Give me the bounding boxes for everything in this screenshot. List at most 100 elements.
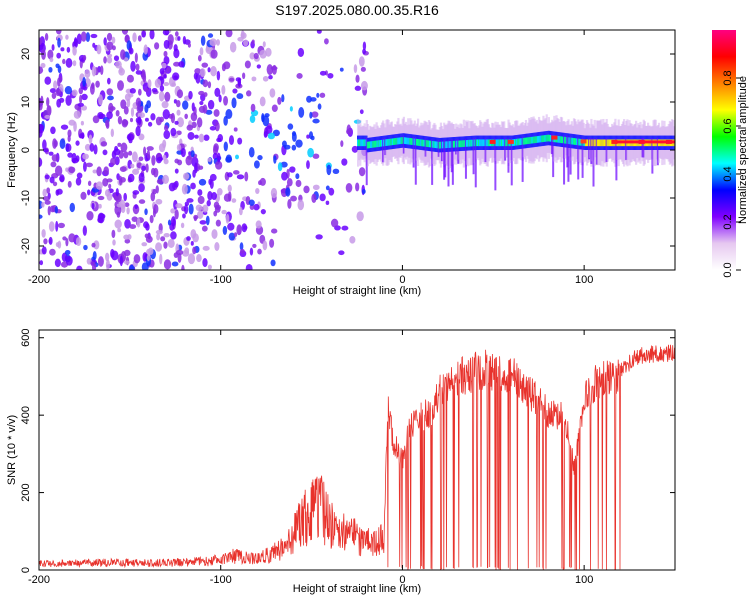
x-tick-label: -200 [28,574,50,586]
spectrogram-cell [92,169,97,174]
spectrogram-cell [221,85,226,95]
spectrogram-cell [182,250,190,257]
spectrogram-cell [113,55,120,62]
spectrogram-cell [207,99,215,110]
spectrogram-cell [76,33,82,45]
spectrogram-cell [354,85,362,91]
spectrogram-cell [201,62,209,68]
y-tick-label: 400 [20,406,32,424]
spectrogram-cell [86,257,92,265]
spectrogram-cell [88,134,93,144]
spectrogram-cell [251,39,255,45]
spectrogram-cell [266,64,273,76]
spectrogram-cell [447,139,450,187]
spectrogram-cell [291,131,297,137]
spectrogram-cell [66,46,71,53]
spectrogram-cell [507,138,510,173]
spectrogram-cell [199,220,207,225]
spectrogram-cell [111,36,116,44]
spectrogram-cell [54,206,58,214]
spectrogram-cell [39,101,43,111]
spectrogram-cell [285,187,291,197]
spectrogram-cell [216,152,221,163]
spectrogram-cell [124,260,130,265]
colorbar-label: Normalized spectral amplitude [737,76,749,224]
spectrogram-cell [551,133,554,154]
spectrogram-cell [84,143,91,151]
spectrogram-cell [358,56,365,67]
spectrogram-cell [141,165,146,172]
spectrogram-cell [44,76,52,85]
spectrogram-cell [225,154,232,163]
spectrogram-cell [190,229,197,239]
spectrogram-cell [163,259,172,270]
spectrogram-cell [382,138,385,163]
spectrogram-cell [267,132,275,140]
spectrogram-cell [84,69,91,79]
top-x-ticks: -200 -100 0 100 [28,30,593,286]
spectrogram-cell [271,228,278,234]
spectrogram-cell [43,238,48,245]
spectrogram-cell [264,113,270,118]
spectrogram-cell [256,64,261,69]
spectrogram-cell [177,252,182,263]
snr-panel: -200 -100 0 100 0 200 400 600 Height of straig… [6,329,676,595]
bottom-y-axis-label: SNR (10 * v/v) [6,415,18,485]
spectrogram-cell [310,97,317,102]
spectrogram-cell [103,166,109,175]
spectrogram-cell [207,81,212,89]
spectrogram-cell [297,199,305,211]
spectrogram-cell [249,52,256,60]
spectrogram-cell [146,100,152,109]
spectrogram-cell [261,114,265,123]
spectrogram-cell [173,252,179,258]
spectrogram-cell [176,89,184,99]
spectrogram-cell [106,88,114,96]
spectrogram-cell [443,140,446,180]
spectrogram-cell [197,55,202,62]
spectrogram-cell [144,117,149,122]
spectrogram-cell [51,92,57,100]
spectrogram-cell [170,208,176,214]
spectrogram-cell [100,65,104,76]
spectrogram-cell [641,138,644,158]
spectrogram-cell [159,85,165,92]
spectrogram-cell [59,138,66,150]
spectrogram-cell [145,163,149,173]
spectrogram-cell [287,199,292,209]
spectrogram-cell [138,133,145,141]
spectrogram-cell [207,264,212,270]
spectrogram-cell [205,109,213,115]
spectrogram-cell [135,97,142,107]
spectrogram-cell [551,135,558,140]
spectrogram-cell [362,48,367,55]
spectrogram-cell [44,200,51,205]
spectrogram-cell [177,159,183,166]
spectrogram-cell [185,155,193,166]
spectrogram-cell [130,163,135,169]
spectrogram-cell [163,232,170,238]
spectrogram-cell [207,157,212,162]
spectrogram-cell [53,140,58,148]
spectrogram-cell [176,144,182,151]
spectrogram-cell [91,242,96,248]
spectrogram-cell [231,198,237,203]
spectrogram-cell [270,259,276,267]
spectrogram-cell [228,232,236,241]
spectrogram-cell [437,140,440,157]
spectrogram-cell [319,70,327,76]
spectrogram-cell [131,216,138,222]
spectrogram-cell [65,143,72,152]
spectrogram-cell [240,30,245,39]
spectrogram-cell [605,138,608,162]
spectrogram-cell [194,68,202,75]
y-tick-label: -10 [20,190,32,206]
spectrogram-cell [203,134,210,141]
spectrogram-cell [124,202,130,208]
spectrogram-cell [258,180,262,186]
spectrogram-cell [223,141,228,152]
spectrogram-cell [651,138,654,174]
spectrogram-cell [129,117,134,123]
spectrogram-cell [77,102,84,107]
